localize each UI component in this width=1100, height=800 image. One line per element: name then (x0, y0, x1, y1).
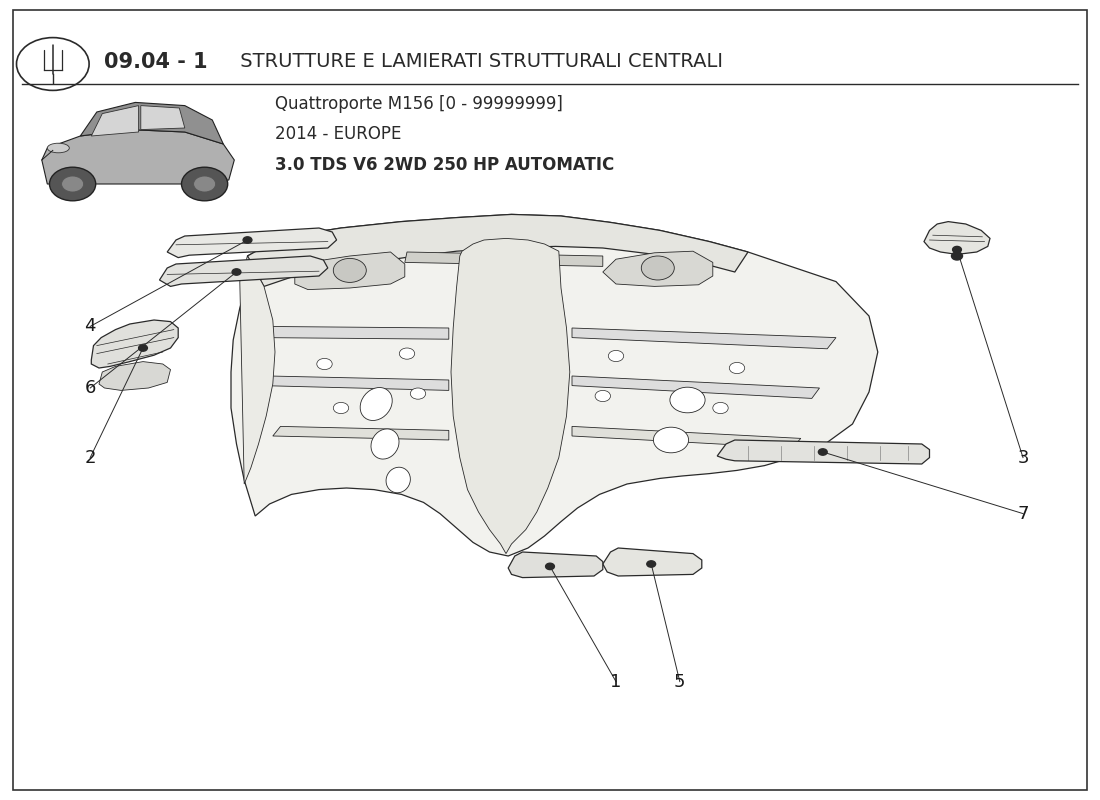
Polygon shape (141, 106, 185, 130)
Polygon shape (231, 214, 878, 556)
Polygon shape (80, 102, 223, 144)
Polygon shape (508, 552, 603, 578)
Text: 2014 - EUROPE: 2014 - EUROPE (275, 126, 402, 143)
Circle shape (333, 258, 366, 282)
Circle shape (243, 237, 252, 243)
Polygon shape (603, 548, 702, 576)
Ellipse shape (360, 387, 393, 421)
Ellipse shape (371, 429, 399, 459)
Circle shape (595, 390, 610, 402)
Text: 7: 7 (1018, 505, 1028, 522)
Polygon shape (248, 214, 748, 286)
Circle shape (670, 387, 705, 413)
Polygon shape (572, 328, 836, 349)
Text: STRUTTURE E LAMIERATI STRUTTURALI CENTRALI: STRUTTURE E LAMIERATI STRUTTURALI CENTRA… (234, 52, 724, 71)
Circle shape (647, 561, 656, 567)
Text: 3.0 TDS V6 2WD 250 HP AUTOMATIC: 3.0 TDS V6 2WD 250 HP AUTOMATIC (275, 156, 614, 174)
Polygon shape (924, 222, 990, 254)
Circle shape (952, 252, 962, 260)
Text: 2: 2 (85, 449, 96, 466)
Circle shape (194, 176, 216, 192)
Polygon shape (99, 362, 170, 390)
Polygon shape (253, 326, 449, 339)
Polygon shape (295, 252, 405, 290)
Ellipse shape (386, 467, 410, 493)
Circle shape (333, 402, 349, 414)
Polygon shape (91, 320, 178, 368)
Text: 09.04 - 1: 09.04 - 1 (104, 51, 208, 71)
Polygon shape (451, 238, 570, 554)
Polygon shape (42, 130, 234, 184)
Polygon shape (91, 106, 139, 136)
Polygon shape (167, 228, 337, 258)
Text: 1: 1 (610, 673, 621, 690)
Text: Quattroporte M156 [0 - 99999999]: Quattroporte M156 [0 - 99999999] (275, 95, 563, 113)
Circle shape (62, 176, 84, 192)
Circle shape (182, 167, 228, 201)
Circle shape (713, 402, 728, 414)
Polygon shape (717, 440, 930, 464)
Circle shape (953, 246, 961, 253)
Text: 4: 4 (85, 318, 96, 335)
Circle shape (410, 388, 426, 399)
Text: 3: 3 (1018, 449, 1028, 466)
Circle shape (232, 269, 241, 275)
Circle shape (641, 256, 674, 280)
Circle shape (653, 427, 689, 453)
Circle shape (139, 345, 147, 351)
Polygon shape (240, 256, 275, 484)
Circle shape (729, 362, 745, 374)
Circle shape (546, 563, 554, 570)
Polygon shape (572, 426, 801, 448)
Polygon shape (160, 256, 328, 286)
Text: 5: 5 (674, 673, 685, 690)
Polygon shape (603, 251, 713, 286)
Polygon shape (273, 426, 449, 440)
Circle shape (399, 348, 415, 359)
Polygon shape (262, 376, 449, 390)
Text: 6: 6 (85, 379, 96, 397)
Circle shape (317, 358, 332, 370)
Circle shape (50, 167, 96, 201)
Polygon shape (572, 376, 820, 398)
Circle shape (818, 449, 827, 455)
Ellipse shape (47, 143, 69, 153)
Polygon shape (405, 252, 603, 266)
Circle shape (608, 350, 624, 362)
